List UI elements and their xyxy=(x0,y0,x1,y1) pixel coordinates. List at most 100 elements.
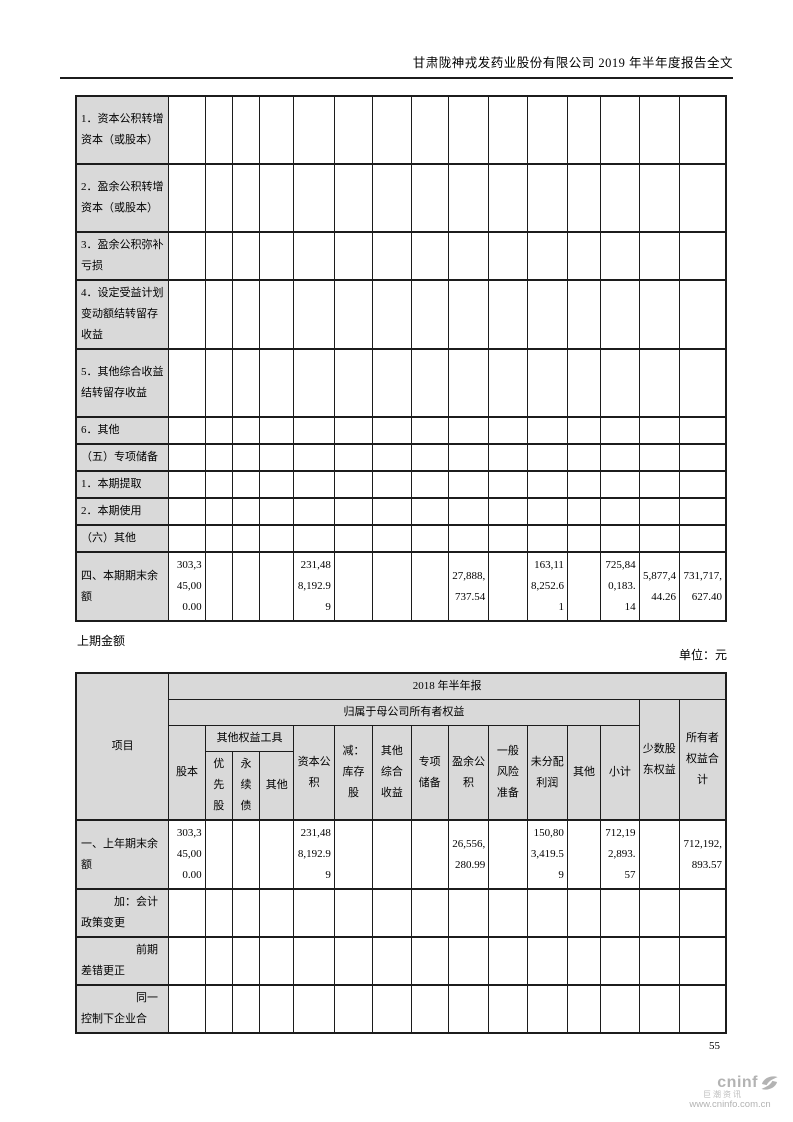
row-label: 加：会计政策变更 xyxy=(75,888,170,938)
value-cell xyxy=(410,984,449,1034)
col-header-special-reserve: 专项储备 xyxy=(410,725,449,821)
value-cell xyxy=(333,470,374,499)
value-cell xyxy=(231,163,261,233)
value-cell xyxy=(638,819,680,890)
value-cell xyxy=(638,524,680,553)
value-cell xyxy=(259,279,295,350)
cninfo-brand-text: cninf xyxy=(717,1074,758,1091)
cninfo-chinese-name: 巨潮资讯 xyxy=(703,1089,743,1099)
value-cell: 725,840,183.14 xyxy=(600,551,640,622)
value-cell xyxy=(372,497,412,526)
col-header-other-equity-instruments: 其他权益工具 xyxy=(204,725,295,752)
value-cell xyxy=(333,443,374,472)
table-row: 5．其他综合收益结转留存收益 xyxy=(75,348,727,418)
value-cell xyxy=(372,163,412,233)
col-header-parent-equity: 归属于母公司所有者权益 xyxy=(168,699,640,726)
value-cell xyxy=(168,497,206,526)
value-cell xyxy=(566,443,602,472)
header-row-columns: 股本 其他权益工具 资本公积 减：库存股 其他综合收益 专项储备 盈余公积 一般… xyxy=(76,725,726,821)
value-cell xyxy=(410,497,449,526)
value-cell xyxy=(638,936,680,986)
col-header-other-instrument: 其他 xyxy=(259,751,295,821)
value-cell xyxy=(638,279,680,350)
table-row: 四、本期期末余额 303,345,000.00 231,488,192.99 27,8… xyxy=(75,551,727,622)
current-period-equity-table: 1．资本公积转增资本（或股本） 2．盈余公积转增资本（或股本） 3．盈余公积弥补亏损… xyxy=(75,95,727,622)
value-cell xyxy=(566,497,602,526)
row-label: 前期差错更正 xyxy=(75,936,170,986)
value-cell xyxy=(259,443,295,472)
value-cell xyxy=(600,936,640,986)
value-cell xyxy=(333,416,374,445)
value-cell xyxy=(231,95,261,165)
value-cell xyxy=(333,497,374,526)
value-cell xyxy=(410,443,449,472)
value-cell xyxy=(600,231,640,281)
value-cell xyxy=(447,497,490,526)
document-title: 甘肃陇神戎发药业股份有限公司 2019 年半年度报告全文 xyxy=(412,56,733,70)
value-cell: 231,488,192.99 xyxy=(293,819,335,890)
value-cell xyxy=(293,470,335,499)
value-cell xyxy=(259,497,295,526)
col-header-total-equity: 所有者权益合计 xyxy=(678,699,727,821)
prior-period-section-label: 上期金额 xyxy=(77,634,126,648)
prior-period-equity-table: 项目 2018 年半年报 归属于母公司所有者权益 少数股东权益 所有者权益合计 … xyxy=(75,672,727,1034)
value-cell xyxy=(168,984,206,1034)
value-cell xyxy=(566,984,602,1034)
value-cell xyxy=(293,524,335,553)
value-cell xyxy=(231,348,261,418)
value-cell xyxy=(488,984,528,1034)
value-cell xyxy=(600,888,640,938)
value-cell xyxy=(333,984,374,1034)
value-cell xyxy=(488,936,528,986)
col-header-preferred-stock: 优先股 xyxy=(204,751,233,821)
value-cell xyxy=(600,443,640,472)
row-label: 四、本期期末余额 xyxy=(75,551,170,622)
value-cell xyxy=(333,95,374,165)
value-cell xyxy=(259,348,295,418)
table-row: 一、上年期末余额 303,345,000.00 231,488,192.99 26,5… xyxy=(75,819,727,890)
row-label: 1．资本公积转增资本（或股本） xyxy=(75,95,170,165)
value-cell xyxy=(259,551,295,622)
value-cell: 731,717,627.40 xyxy=(678,551,727,622)
table-row: 3．盈余公积弥补亏损 xyxy=(75,231,727,281)
value-cell xyxy=(488,231,528,281)
value-cell xyxy=(526,984,568,1034)
value-cell xyxy=(231,984,261,1034)
value-cell: 150,803,419.59 xyxy=(526,819,568,890)
value-cell xyxy=(526,497,568,526)
value-cell xyxy=(447,95,490,165)
row-label: 一、上年期末余额 xyxy=(75,819,170,890)
value-cell xyxy=(638,470,680,499)
value-cell xyxy=(333,819,374,890)
value-cell xyxy=(488,95,528,165)
value-cell xyxy=(600,984,640,1034)
value-cell xyxy=(447,163,490,233)
value-cell xyxy=(678,95,727,165)
value-cell xyxy=(204,497,233,526)
value-cell xyxy=(488,551,528,622)
value-cell xyxy=(259,888,295,938)
value-cell xyxy=(488,348,528,418)
value-cell xyxy=(638,984,680,1034)
value-cell xyxy=(333,279,374,350)
value-cell xyxy=(638,163,680,233)
value-cell xyxy=(678,231,727,281)
table-row: 加：会计政策变更 xyxy=(75,888,727,938)
value-cell xyxy=(231,231,261,281)
value-cell xyxy=(333,348,374,418)
value-cell xyxy=(566,551,602,622)
value-cell xyxy=(526,524,568,553)
unit-label: 单位：元 xyxy=(678,648,727,662)
header-row-group: 归属于母公司所有者权益 少数股东权益 所有者权益合计 xyxy=(76,699,727,821)
cninfo-logo: cninf 巨潮资讯 www.cninfo.com.cn xyxy=(675,1074,785,1111)
col-header-subtotal: 小计 xyxy=(600,725,640,821)
value-cell xyxy=(566,888,602,938)
value-cell xyxy=(372,470,412,499)
table-row: 6．其他 xyxy=(75,416,727,445)
value-cell xyxy=(293,984,335,1034)
value-cell xyxy=(566,936,602,986)
value-cell xyxy=(372,231,412,281)
value-cell xyxy=(293,231,335,281)
value-cell xyxy=(600,279,640,350)
value-cell xyxy=(447,984,490,1034)
